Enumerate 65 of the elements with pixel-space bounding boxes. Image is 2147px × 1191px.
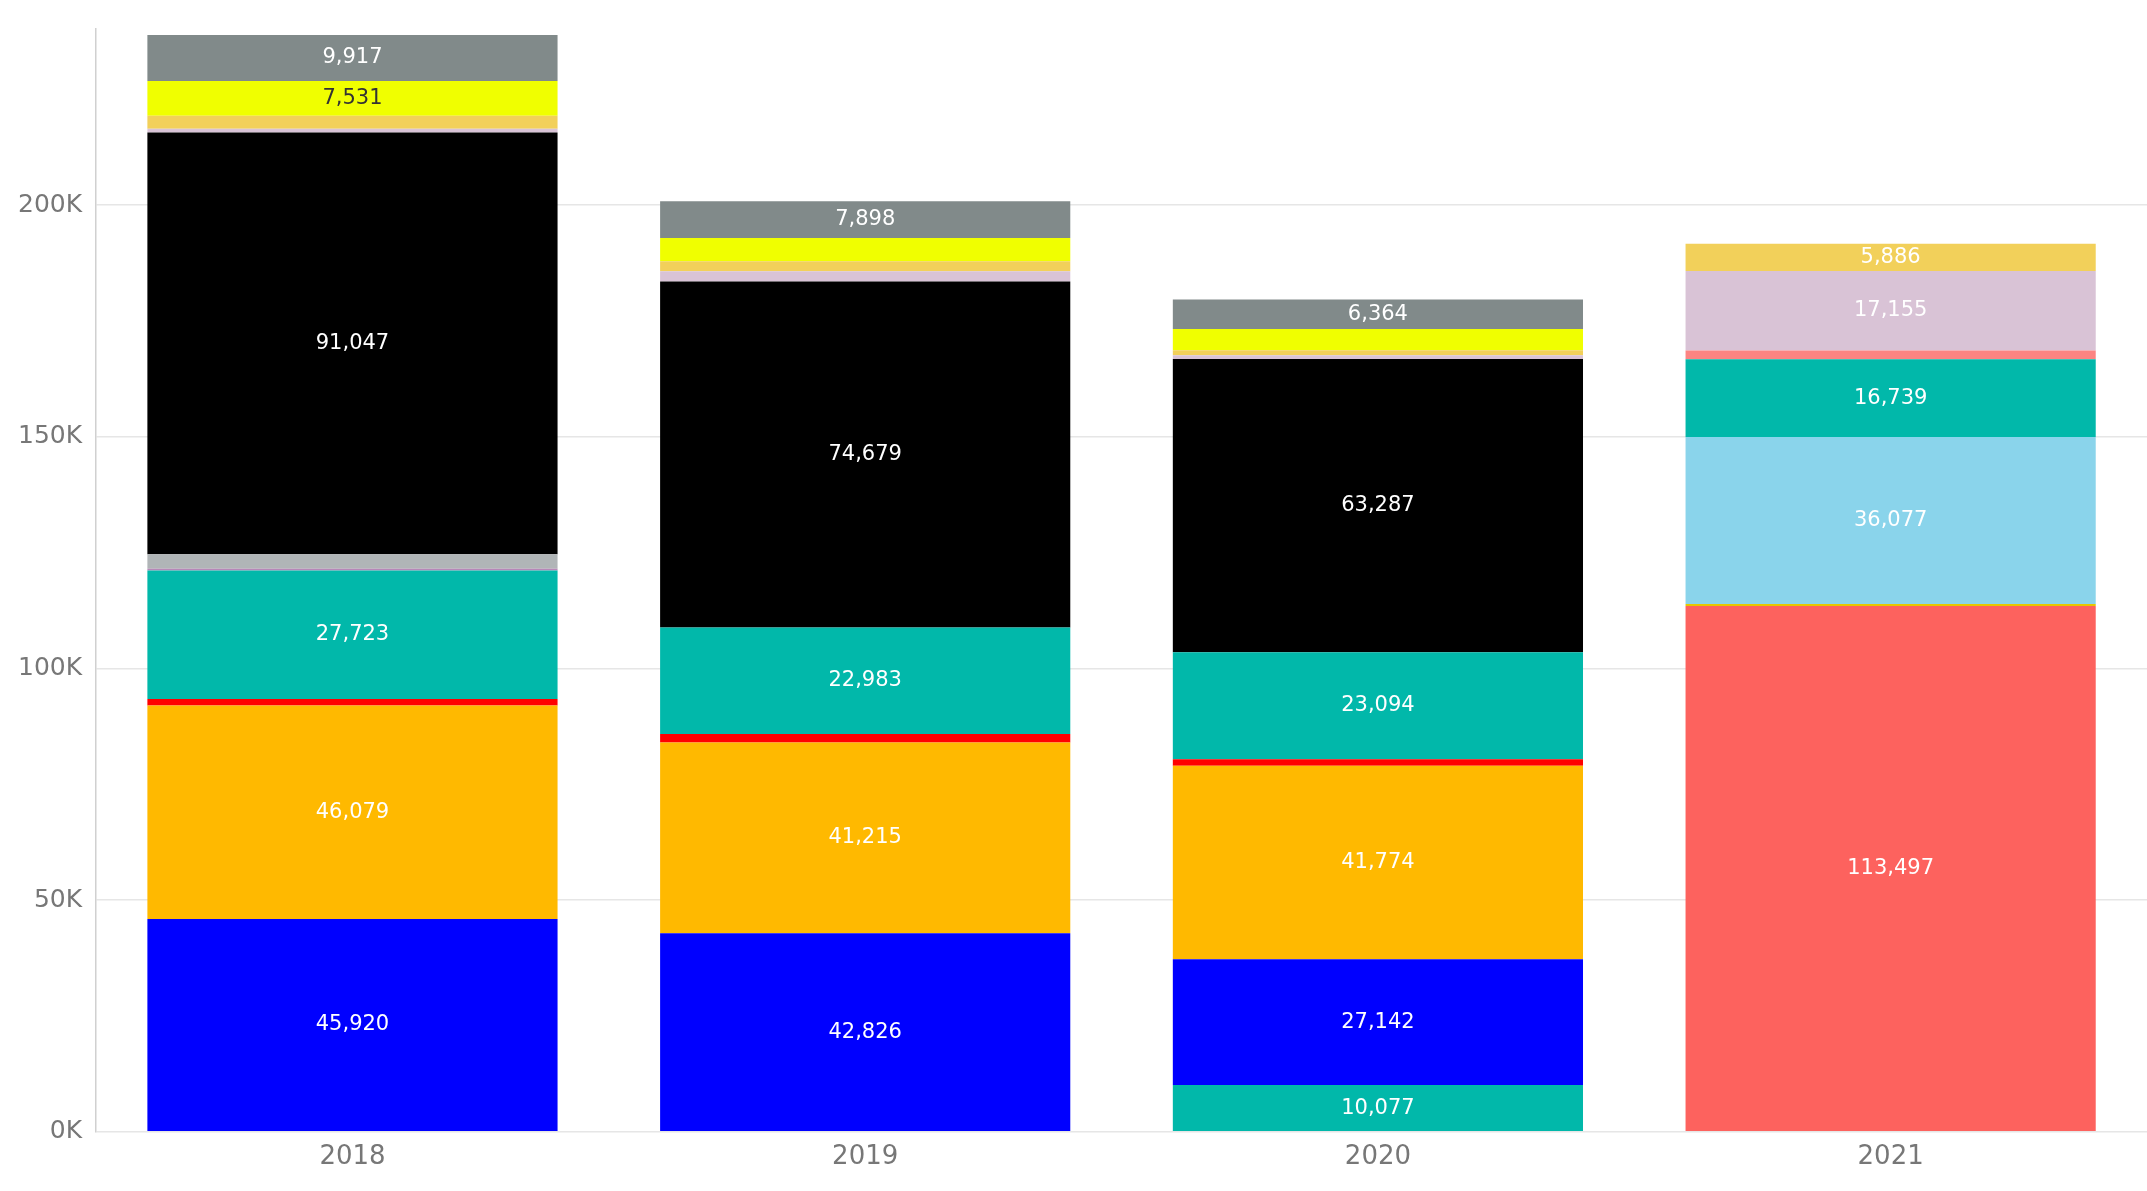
bar bbox=[660, 237, 1071, 262]
data-label: 7,531 bbox=[322, 84, 383, 109]
bar bbox=[660, 201, 1071, 238]
bar bbox=[1172, 350, 1584, 356]
bar bbox=[1172, 299, 1584, 329]
bar bbox=[660, 742, 1071, 934]
data-label: 63,287 bbox=[1341, 492, 1415, 517]
bar bbox=[147, 132, 558, 555]
bar bbox=[1172, 355, 1584, 360]
data-label: 27,723 bbox=[315, 621, 390, 646]
data-label: 45,920 bbox=[315, 1011, 390, 1036]
bar bbox=[1172, 759, 1584, 766]
bar bbox=[660, 627, 1071, 735]
data-label: 16,739 bbox=[1853, 384, 1928, 409]
bar bbox=[660, 734, 1071, 743]
bar bbox=[1685, 350, 2096, 360]
bar bbox=[147, 919, 558, 1132]
data-label: 23,094 bbox=[1341, 692, 1415, 717]
data-label: 74,679 bbox=[828, 440, 902, 465]
bar bbox=[147, 554, 558, 569]
data-label: 7,898 bbox=[835, 206, 896, 231]
data-label: 9,917 bbox=[322, 44, 383, 69]
bar bbox=[660, 933, 1071, 1132]
y-tick-label: 150K bbox=[17, 420, 83, 450]
data-label: 27,142 bbox=[1341, 1008, 1415, 1033]
bar bbox=[147, 705, 558, 920]
bar bbox=[1172, 359, 1584, 653]
bar bbox=[1172, 765, 1584, 960]
bar bbox=[1685, 605, 2096, 1132]
bar bbox=[147, 570, 558, 700]
data-label: 113,497 bbox=[1847, 854, 1935, 879]
bar bbox=[1172, 959, 1584, 1086]
y-tick-label: 200K bbox=[17, 188, 83, 218]
bar bbox=[147, 115, 558, 129]
data-label: 46,079 bbox=[315, 798, 390, 823]
data-label: 36,077 bbox=[1853, 506, 1928, 531]
bar bbox=[660, 261, 1071, 272]
data-label: 41,774 bbox=[1341, 849, 1415, 874]
x-tick-label: 2021 bbox=[1857, 1140, 1924, 1171]
data-label: 10,077 bbox=[1341, 1094, 1415, 1119]
bar bbox=[1685, 271, 2096, 351]
data-label: 22,983 bbox=[828, 667, 902, 692]
x-tick-label: 2019 bbox=[832, 1140, 899, 1171]
bar bbox=[1685, 359, 2096, 437]
data-label: 41,215 bbox=[828, 824, 902, 849]
bar bbox=[1172, 328, 1584, 351]
data-label: 5,886 bbox=[1860, 243, 1921, 268]
x-tick-label: 2020 bbox=[1344, 1140, 1411, 1171]
bar bbox=[1172, 652, 1584, 760]
bar bbox=[660, 271, 1071, 282]
y-tick-label: 50K bbox=[33, 883, 83, 913]
y-tick-label: 100K bbox=[17, 651, 83, 681]
bar bbox=[147, 699, 558, 706]
bar bbox=[1685, 243, 2096, 272]
bar bbox=[660, 281, 1071, 628]
data-label: 6,364 bbox=[1347, 300, 1408, 325]
bar bbox=[147, 34, 558, 81]
bar bbox=[147, 80, 558, 116]
data-label: 17,155 bbox=[1853, 297, 1928, 322]
data-label: 91,047 bbox=[315, 329, 390, 354]
bar bbox=[1172, 1085, 1584, 1132]
x-tick-label: 2018 bbox=[319, 1140, 386, 1171]
y-tick-label: 0K bbox=[49, 1115, 83, 1145]
bar bbox=[1685, 436, 2096, 605]
data-label: 42,826 bbox=[828, 1018, 902, 1043]
